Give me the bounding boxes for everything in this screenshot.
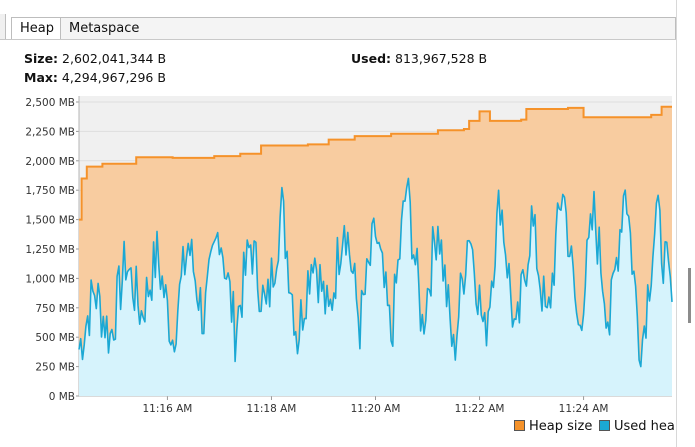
y-tick-label: 2,500 MB bbox=[25, 97, 75, 109]
heap-size-line bbox=[79, 105, 672, 221]
x-tick-label: 11:20 AM bbox=[351, 403, 401, 415]
x-tick-label: 11:18 AM bbox=[247, 403, 297, 415]
heap-max-label: Max: bbox=[24, 70, 58, 85]
y-tick-label: 250 MB bbox=[35, 362, 75, 374]
x-tick-label: 11:16 AM bbox=[143, 403, 193, 415]
panel-right-edge bbox=[676, 0, 695, 447]
y-tick-label: 1,000 MB bbox=[25, 273, 75, 285]
y-tick-label: 500 MB bbox=[35, 332, 75, 344]
heap-max-stat: Max: 4,294,967,296 B bbox=[24, 70, 166, 85]
tab-metaspace[interactable]: Metaspace bbox=[60, 17, 676, 39]
y-tick-label: 0 MB bbox=[49, 391, 75, 403]
heap-chart: 0 MB 250 MB 500 MB 750 MB 1,000 MB 1,250 MB 1,… bbox=[25, 96, 673, 415]
legend-label-used-heap: Used heap bbox=[614, 419, 684, 434]
heap-size-value: 2,602,041,344 B bbox=[62, 51, 167, 66]
heap-used-stat: Used: 813,967,528 B bbox=[351, 51, 487, 66]
heap-used-label: Used: bbox=[351, 51, 392, 66]
heap-size-stat: Size: 2,602,041,344 B bbox=[24, 51, 166, 66]
resize-handle[interactable] bbox=[688, 268, 691, 323]
y-tick-label: 2,000 MB bbox=[25, 156, 75, 168]
y-tick-label: 750 MB bbox=[35, 303, 75, 315]
y-tick-label: 1,500 MB bbox=[25, 215, 75, 227]
tab-heap[interactable]: Heap bbox=[11, 17, 61, 40]
legend-item-used-heap: Used heap bbox=[599, 419, 683, 435]
x-tick-label: 11:22 AM bbox=[455, 403, 505, 415]
x-tick-label: 11:24 AM bbox=[559, 403, 609, 415]
heap-used-value: 813,967,528 B bbox=[395, 51, 488, 66]
y-tick-label: 1,750 MB bbox=[25, 185, 75, 197]
legend-item-heap-size: Heap size bbox=[514, 419, 592, 435]
heap-max-value: 4,294,967,296 B bbox=[61, 70, 166, 85]
y-tick-label: 1,250 MB bbox=[25, 244, 75, 256]
used-heap-area bbox=[79, 178, 672, 396]
tab-strip-divider bbox=[0, 39, 676, 40]
legend-label-heap-size: Heap size bbox=[529, 419, 593, 434]
tab-strip-edge bbox=[0, 14, 6, 40]
y-tick-label: 2,250 MB bbox=[25, 126, 75, 138]
heap-size-label: Size: bbox=[24, 51, 59, 66]
tab-strip: Heap Metaspace bbox=[0, 0, 695, 40]
heap-size-swatch bbox=[514, 420, 525, 431]
used-heap-line bbox=[78, 177, 673, 368]
used-heap-swatch bbox=[599, 420, 610, 431]
